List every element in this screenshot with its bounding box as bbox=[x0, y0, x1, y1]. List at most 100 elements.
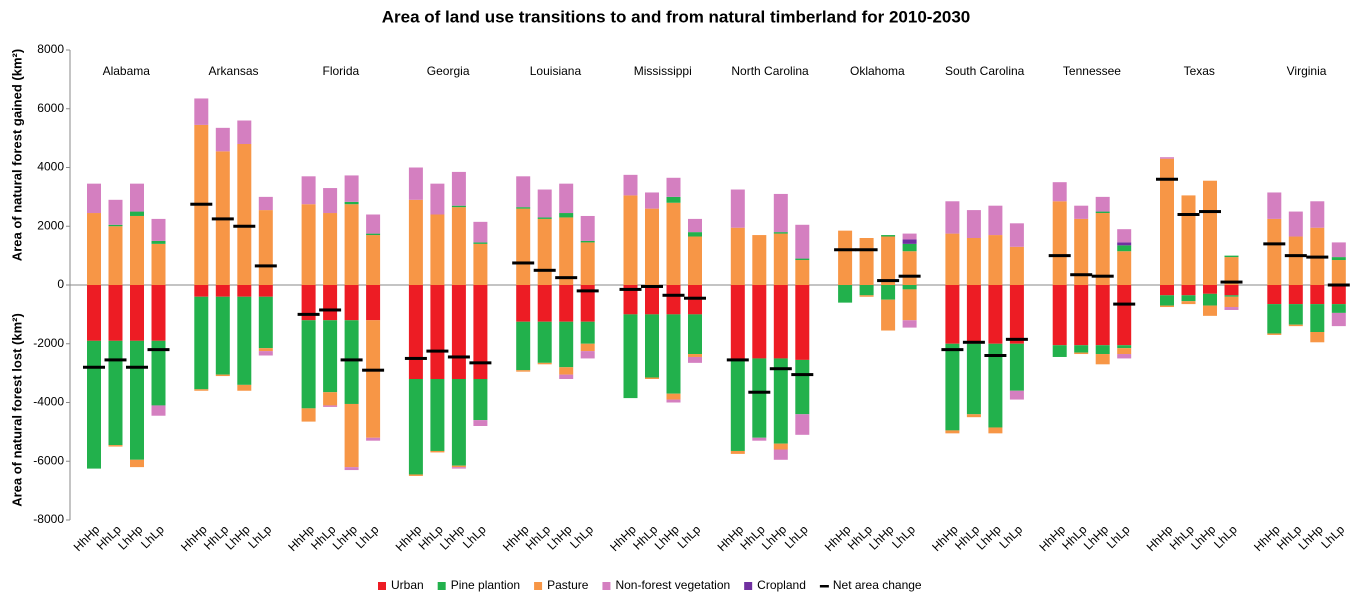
bar-segment-gained bbox=[838, 230, 853, 285]
net-change-marker bbox=[684, 296, 706, 300]
net-change-marker bbox=[1327, 283, 1350, 287]
bar-segment-gained bbox=[902, 239, 917, 244]
bar-segment-gained bbox=[151, 240, 166, 244]
bar-segment-gained bbox=[1267, 218, 1282, 285]
bar-segment-gained bbox=[1095, 213, 1110, 285]
bar-segment-gained bbox=[559, 217, 574, 285]
y-tick-label: -2000 bbox=[33, 336, 64, 350]
bar-segment-lost bbox=[1224, 295, 1239, 297]
bar-segment-gained bbox=[688, 218, 702, 233]
bar-segment-gained bbox=[516, 207, 531, 209]
bar-segment-gained bbox=[559, 183, 574, 214]
bar-segment-lost bbox=[795, 414, 810, 435]
bar-segment-gained bbox=[237, 120, 252, 144]
bar-segment-gained bbox=[108, 226, 123, 285]
net-change-marker bbox=[297, 312, 320, 316]
bar-segment-lost bbox=[1224, 285, 1239, 296]
bar-segment-lost bbox=[194, 296, 209, 390]
bar-segment-lost bbox=[1009, 390, 1024, 400]
bar-segment-lost bbox=[1117, 348, 1132, 355]
bar-segment-lost bbox=[1160, 295, 1174, 306]
legend-marker bbox=[378, 582, 386, 590]
bar-segment-lost bbox=[945, 285, 960, 344]
bar-segment-gained bbox=[366, 235, 381, 285]
bar-segment-lost bbox=[151, 285, 166, 341]
net-change-marker bbox=[791, 373, 814, 377]
bar-segment-lost bbox=[752, 358, 767, 438]
bar-segment-lost bbox=[430, 379, 445, 451]
net-change-marker bbox=[662, 293, 685, 297]
chart-title: Area of land use transitions to and from… bbox=[382, 7, 971, 26]
x-tick-label: LhLp bbox=[353, 522, 382, 551]
bar-segment-lost bbox=[473, 285, 488, 379]
bar-segment-gained bbox=[1074, 218, 1089, 285]
bar-segment-lost bbox=[1331, 312, 1346, 327]
bar-segment-lost bbox=[516, 321, 531, 371]
bar-segment-lost bbox=[1181, 285, 1196, 296]
net-change-marker bbox=[619, 287, 642, 291]
net-change-marker bbox=[834, 248, 857, 252]
bar-segment-lost bbox=[1160, 305, 1174, 308]
bar-segment-lost bbox=[451, 285, 466, 379]
x-tick-label: LhLp bbox=[782, 522, 811, 551]
bar-segment-gained bbox=[516, 176, 531, 208]
bar-segment-gained bbox=[87, 213, 101, 285]
bar-segment-gained bbox=[1288, 211, 1303, 237]
bar-segment-lost bbox=[559, 321, 574, 368]
net-change-marker bbox=[469, 361, 492, 365]
legend-marker bbox=[437, 582, 446, 590]
bar-segment-gained bbox=[451, 171, 466, 206]
bar-segment-gained bbox=[1331, 242, 1346, 258]
bar-segment-lost bbox=[645, 377, 659, 379]
bar-segment-lost bbox=[945, 430, 960, 434]
bar-segment-lost bbox=[966, 414, 981, 418]
y-axis-title-lost: Area of natural forest lost (km²) bbox=[9, 313, 24, 507]
bar-segment-lost bbox=[752, 437, 767, 441]
bar-segment-lost bbox=[1117, 354, 1132, 359]
bar-segment-lost bbox=[1074, 285, 1089, 346]
bar-segment-lost bbox=[408, 474, 423, 476]
bar-segment-gained bbox=[645, 192, 659, 209]
bar-segment-gained bbox=[795, 260, 810, 285]
bar-segment-gained bbox=[537, 189, 552, 218]
bar-segment-lost bbox=[537, 321, 552, 363]
bar-segment-lost bbox=[688, 354, 702, 357]
net-change-marker bbox=[340, 358, 363, 362]
bar-segment-gained bbox=[1009, 246, 1024, 285]
bar-segment-lost bbox=[366, 285, 381, 321]
y-tick-label: -8000 bbox=[33, 512, 64, 526]
bar-segment-lost bbox=[773, 443, 788, 450]
bar-segment-lost bbox=[1009, 285, 1024, 344]
bar-segment-gained bbox=[87, 183, 101, 214]
bar-segment-lost bbox=[1331, 304, 1346, 313]
bar-segment-lost bbox=[451, 379, 466, 466]
bar-segment-lost bbox=[408, 379, 423, 475]
net-change-marker bbox=[641, 284, 663, 288]
bar-segment-gained bbox=[323, 188, 338, 214]
bar-segment-gained bbox=[1160, 157, 1174, 159]
bar-segment-lost bbox=[666, 285, 681, 315]
bar-segment-lost bbox=[1267, 333, 1282, 335]
y-tick-label: -6000 bbox=[33, 453, 64, 467]
bar-segment-lost bbox=[838, 285, 853, 303]
bar-segment-lost bbox=[130, 459, 144, 468]
legend-label: Non-forest vegetation bbox=[615, 578, 730, 592]
bar-segment-lost bbox=[1267, 285, 1282, 305]
bar-segment-gained bbox=[773, 232, 788, 234]
bar-segment-gained bbox=[258, 210, 273, 285]
bar-segment-gained bbox=[130, 215, 144, 285]
group-label: Tennessee bbox=[1063, 64, 1121, 78]
net-change-marker bbox=[1284, 254, 1307, 258]
bar-segment-gained bbox=[773, 233, 788, 285]
bar-segment-lost bbox=[344, 285, 359, 321]
bar-segment-gained bbox=[408, 167, 423, 200]
bar-segment-gained bbox=[108, 199, 123, 225]
bar-segment-gained bbox=[1117, 245, 1132, 252]
net-change-marker bbox=[1091, 274, 1114, 278]
net-change-marker bbox=[512, 261, 535, 265]
bar-segment-lost bbox=[130, 285, 144, 341]
bar-segment-gained bbox=[881, 235, 896, 237]
bar-segment-lost bbox=[730, 285, 745, 360]
bar-segment-gained bbox=[1117, 251, 1132, 285]
bar-segment-lost bbox=[1310, 304, 1325, 332]
